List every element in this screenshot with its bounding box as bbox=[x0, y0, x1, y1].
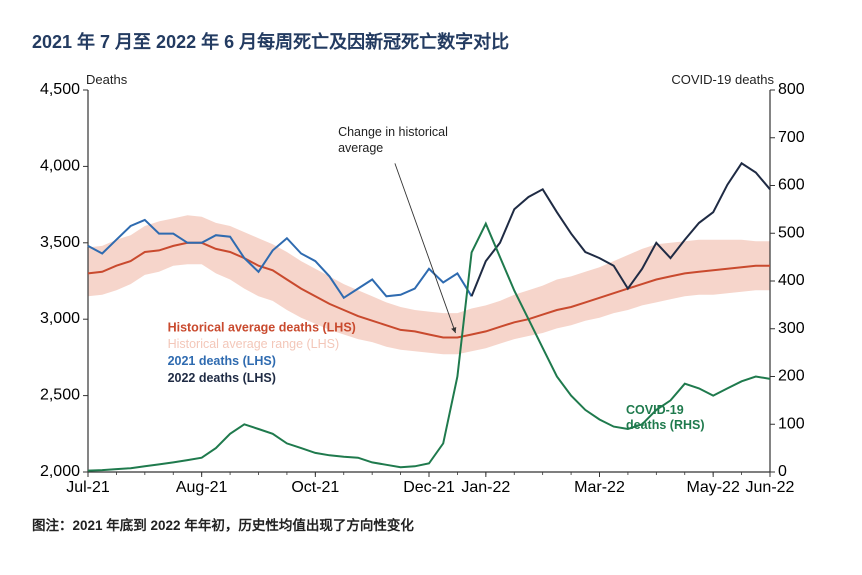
x-tick-label: Mar-22 bbox=[574, 479, 625, 496]
legend-item: Historical average deaths (LHS) bbox=[168, 320, 356, 334]
annotation-text: average bbox=[338, 141, 383, 155]
right-tick-label: 300 bbox=[778, 320, 805, 337]
chart-svg: 2,000 2,500 3,000 3,500 4,000 4,500 0 100 200 300… bbox=[32, 68, 830, 508]
right-tick-label: 0 bbox=[778, 463, 787, 480]
right-tick-label: 800 bbox=[778, 81, 805, 98]
left-tick-label: 3,000 bbox=[40, 310, 80, 327]
legend-item: 2022 deaths (LHS) bbox=[168, 371, 276, 385]
annotation-text: Change in historical bbox=[338, 125, 448, 139]
left-tick-label: 2,000 bbox=[40, 463, 80, 480]
x-tick-label: Jun-22 bbox=[746, 479, 795, 496]
right-tick-label: 700 bbox=[778, 129, 805, 146]
x-tick-label: Oct-21 bbox=[291, 479, 339, 496]
right-tick-label: 600 bbox=[778, 177, 805, 194]
right-tick-label: 400 bbox=[778, 272, 805, 289]
x-tick-label: Dec-21 bbox=[403, 479, 455, 496]
left-tick-label: 4,000 bbox=[40, 157, 80, 174]
x-tick-label: May-22 bbox=[686, 479, 739, 496]
right-tick-label: 200 bbox=[778, 368, 805, 385]
x-tick-label: Jul-21 bbox=[66, 479, 110, 496]
chart-title: 2021 年 7 月至 2022 年 6 月每周死亡及因新冠死亡数字对比 bbox=[32, 28, 830, 54]
left-tick-label: 4,500 bbox=[40, 81, 80, 98]
x-tick-label: Aug-21 bbox=[176, 479, 228, 496]
x-tick-label: Jan-22 bbox=[461, 479, 510, 496]
legend-item: COVID-19 bbox=[626, 403, 684, 417]
left-axis-label: Deaths bbox=[86, 72, 128, 87]
left-tick-label: 2,500 bbox=[40, 387, 80, 404]
left-tick-label: 3,500 bbox=[40, 234, 80, 251]
legend-item: Historical average range (LHS) bbox=[168, 337, 340, 351]
legend-item: 2021 deaths (LHS) bbox=[168, 354, 276, 368]
right-tick-label: 100 bbox=[778, 415, 805, 432]
right-axis-label: COVID-19 deaths bbox=[671, 72, 774, 87]
chart-caption: 图注：2021 年底到 2022 年年初，历史性均值出现了方向性变化 bbox=[32, 514, 830, 534]
chart-plot-area: 2,000 2,500 3,000 3,500 4,000 4,500 0 100 200 300… bbox=[32, 68, 830, 508]
legend-item: deaths (RHS) bbox=[626, 418, 704, 432]
right-tick-label: 500 bbox=[778, 224, 805, 241]
